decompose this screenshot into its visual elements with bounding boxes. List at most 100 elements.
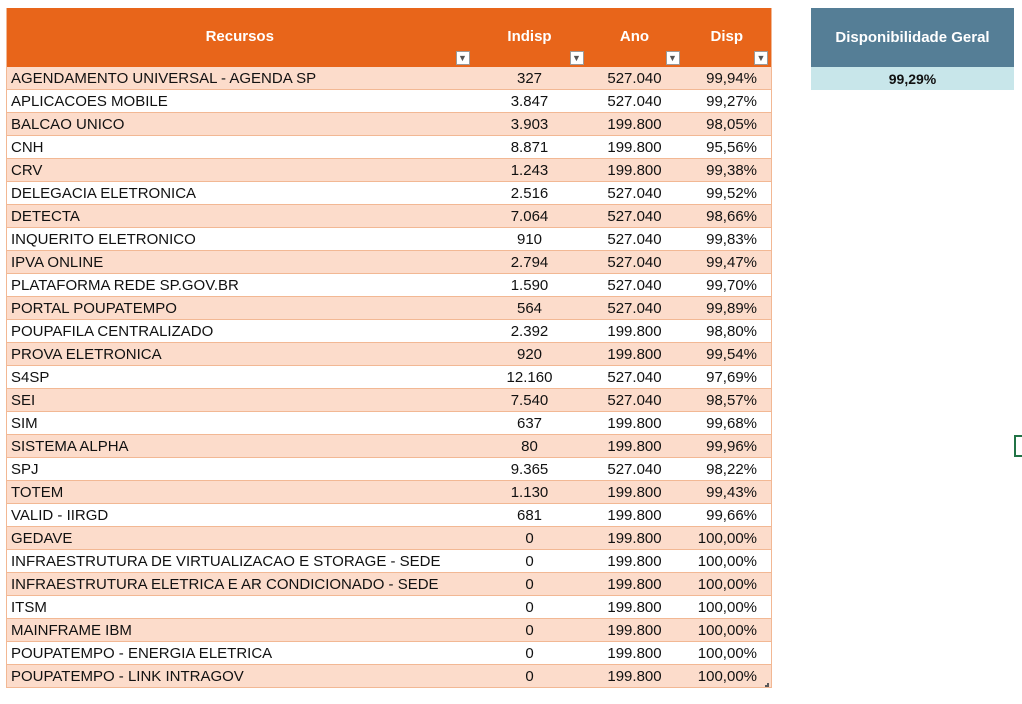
cell-indisp[interactable]: 0 xyxy=(472,618,587,642)
cell-ano[interactable]: 199.800 xyxy=(586,342,683,366)
cell-indisp[interactable]: 80 xyxy=(472,434,587,458)
cell-recurso[interactable]: SIM xyxy=(6,411,473,435)
cell-disp[interactable]: 100,00% xyxy=(682,595,772,619)
cell-ano[interactable]: 199.800 xyxy=(586,319,683,343)
table-resize-handle[interactable] xyxy=(765,683,769,687)
cell-indisp[interactable]: 1.590 xyxy=(472,273,587,297)
summary-value[interactable]: 99,29% xyxy=(811,67,1014,90)
cell-disp[interactable]: 99,52% xyxy=(682,181,772,205)
table-row[interactable]: SEI 7.540 527.040 98,57% xyxy=(6,388,772,412)
cell-disp[interactable]: 99,83% xyxy=(682,227,772,251)
table-row[interactable]: PROVA ELETRONICA 920 199.800 99,54% xyxy=(6,342,772,366)
cell-recurso[interactable]: PORTAL POUPATEMPO xyxy=(6,296,473,320)
filter-dropdown-icon[interactable]: ▼ xyxy=(455,51,470,65)
table-row[interactable]: VALID - IIRGD 681 199.800 99,66% xyxy=(6,503,772,527)
cell-indisp[interactable]: 2.794 xyxy=(472,250,587,274)
active-cell-selection[interactable] xyxy=(1014,435,1022,457)
cell-recurso[interactable]: PROVA ELETRONICA xyxy=(6,342,473,366)
cell-ano[interactable]: 199.800 xyxy=(586,618,683,642)
table-row[interactable]: INFRAESTRUTURA ELETRICA E AR CONDICIONAD… xyxy=(6,572,772,596)
table-row[interactable]: PLATAFORMA REDE SP.GOV.BR 1.590 527.040 99,… xyxy=(6,273,772,297)
table-row[interactable]: ITSM 0 199.800 100,00% xyxy=(6,595,772,619)
cell-disp[interactable]: 98,57% xyxy=(682,388,772,412)
table-row[interactable]: POUPATEMPO - ENERGIA ELETRICA 0 199.800 100… xyxy=(6,641,772,665)
cell-disp[interactable]: 97,69% xyxy=(682,365,772,389)
cell-recurso[interactable]: DETECTA xyxy=(6,204,473,228)
cell-indisp[interactable]: 3.903 xyxy=(472,112,587,136)
cell-indisp[interactable]: 920 xyxy=(472,342,587,366)
cell-ano[interactable]: 199.800 xyxy=(586,135,683,159)
cell-indisp[interactable]: 1.130 xyxy=(472,480,587,504)
table-row[interactable]: POUPATEMPO - LINK INTRAGOV 0 199.800 100,00… xyxy=(6,664,772,688)
cell-ano[interactable]: 527.040 xyxy=(586,365,683,389)
cell-indisp[interactable]: 0 xyxy=(472,664,587,688)
cell-recurso[interactable]: DELEGACIA ELETRONICA xyxy=(6,181,473,205)
cell-indisp[interactable]: 910 xyxy=(472,227,587,251)
table-row[interactable]: APLICACOES MOBILE 3.847 527.040 99,27% xyxy=(6,89,772,113)
cell-indisp[interactable]: 1.243 xyxy=(472,158,587,182)
cell-disp[interactable]: 99,96% xyxy=(682,434,772,458)
cell-recurso[interactable]: S4SP xyxy=(6,365,473,389)
summary-header[interactable]: Disponibilidade Geral xyxy=(811,8,1014,67)
cell-recurso[interactable]: APLICACOES MOBILE xyxy=(6,89,473,113)
cell-indisp[interactable]: 7.064 xyxy=(472,204,587,228)
header-recursos[interactable]: Recursos ▼ xyxy=(6,8,473,67)
table-row[interactable]: DETECTA 7.064 527.040 98,66% xyxy=(6,204,772,228)
header-disp[interactable]: Disp ▼ xyxy=(682,8,772,67)
cell-ano[interactable]: 199.800 xyxy=(586,480,683,504)
cell-recurso[interactable]: VALID - IIRGD xyxy=(6,503,473,527)
cell-ano[interactable]: 199.800 xyxy=(586,641,683,665)
cell-ano[interactable]: 527.040 xyxy=(586,457,683,481)
cell-recurso[interactable]: MAINFRAME IBM xyxy=(6,618,473,642)
cell-indisp[interactable]: 681 xyxy=(472,503,587,527)
cell-disp[interactable]: 99,27% xyxy=(682,89,772,113)
cell-ano[interactable]: 199.800 xyxy=(586,503,683,527)
cell-disp[interactable]: 99,38% xyxy=(682,158,772,182)
filter-dropdown-icon[interactable]: ▼ xyxy=(754,51,768,65)
cell-ano[interactable]: 199.800 xyxy=(586,572,683,596)
cell-disp[interactable]: 100,00% xyxy=(682,664,772,688)
cell-indisp[interactable]: 327 xyxy=(472,67,587,90)
cell-ano[interactable]: 527.040 xyxy=(586,250,683,274)
cell-indisp[interactable]: 2.516 xyxy=(472,181,587,205)
cell-disp[interactable]: 99,54% xyxy=(682,342,772,366)
cell-ano[interactable]: 199.800 xyxy=(586,411,683,435)
cell-ano[interactable]: 527.040 xyxy=(586,89,683,113)
table-row[interactable]: PORTAL POUPATEMPO 564 527.040 99,89% xyxy=(6,296,772,320)
cell-recurso[interactable]: SISTEMA ALPHA xyxy=(6,434,473,458)
cell-disp[interactable]: 99,70% xyxy=(682,273,772,297)
table-row[interactable]: AGENDAMENTO UNIVERSAL - AGENDA SP 327 527.… xyxy=(6,67,772,90)
cell-recurso[interactable]: INQUERITO ELETRONICO xyxy=(6,227,473,251)
table-row[interactable]: INFRAESTRUTURA DE VIRTUALIZACAO E STORAG… xyxy=(6,549,772,573)
cell-disp[interactable]: 98,22% xyxy=(682,457,772,481)
cell-indisp[interactable]: 2.392 xyxy=(472,319,587,343)
table-row[interactable]: GEDAVE 0 199.800 100,00% xyxy=(6,526,772,550)
cell-indisp[interactable]: 0 xyxy=(472,549,587,573)
cell-disp[interactable]: 100,00% xyxy=(682,572,772,596)
table-row[interactable]: BALCAO UNICO 3.903 199.800 98,05% xyxy=(6,112,772,136)
cell-indisp[interactable]: 3.847 xyxy=(472,89,587,113)
cell-disp[interactable]: 99,68% xyxy=(682,411,772,435)
filter-dropdown-icon[interactable]: ▼ xyxy=(569,51,584,65)
cell-indisp[interactable]: 0 xyxy=(472,526,587,550)
table-row[interactable]: IPVA ONLINE 2.794 527.040 99,47% xyxy=(6,250,772,274)
cell-recurso[interactable]: ITSM xyxy=(6,595,473,619)
header-indisp[interactable]: Indisp ▼ xyxy=(472,8,587,67)
cell-recurso[interactable]: POUPATEMPO - LINK INTRAGOV xyxy=(6,664,473,688)
table-row[interactable]: SPJ 9.365 527.040 98,22% xyxy=(6,457,772,481)
cell-recurso[interactable]: BALCAO UNICO xyxy=(6,112,473,136)
cell-ano[interactable]: 199.800 xyxy=(586,158,683,182)
cell-indisp[interactable]: 12.160 xyxy=(472,365,587,389)
cell-ano[interactable]: 527.040 xyxy=(586,388,683,412)
table-row[interactable]: CNH 8.871 199.800 95,56% xyxy=(6,135,772,159)
cell-recurso[interactable]: AGENDAMENTO UNIVERSAL - AGENDA SP xyxy=(6,67,473,90)
cell-disp[interactable]: 99,94% xyxy=(682,67,772,90)
cell-ano[interactable]: 527.040 xyxy=(586,204,683,228)
cell-ano[interactable]: 527.040 xyxy=(586,67,683,90)
cell-ano[interactable]: 527.040 xyxy=(586,227,683,251)
cell-recurso[interactable]: CNH xyxy=(6,135,473,159)
cell-disp[interactable]: 98,66% xyxy=(682,204,772,228)
cell-recurso[interactable]: POUPAFILA CENTRALIZADO xyxy=(6,319,473,343)
cell-disp[interactable]: 100,00% xyxy=(682,641,772,665)
filter-dropdown-icon[interactable]: ▼ xyxy=(665,51,680,65)
